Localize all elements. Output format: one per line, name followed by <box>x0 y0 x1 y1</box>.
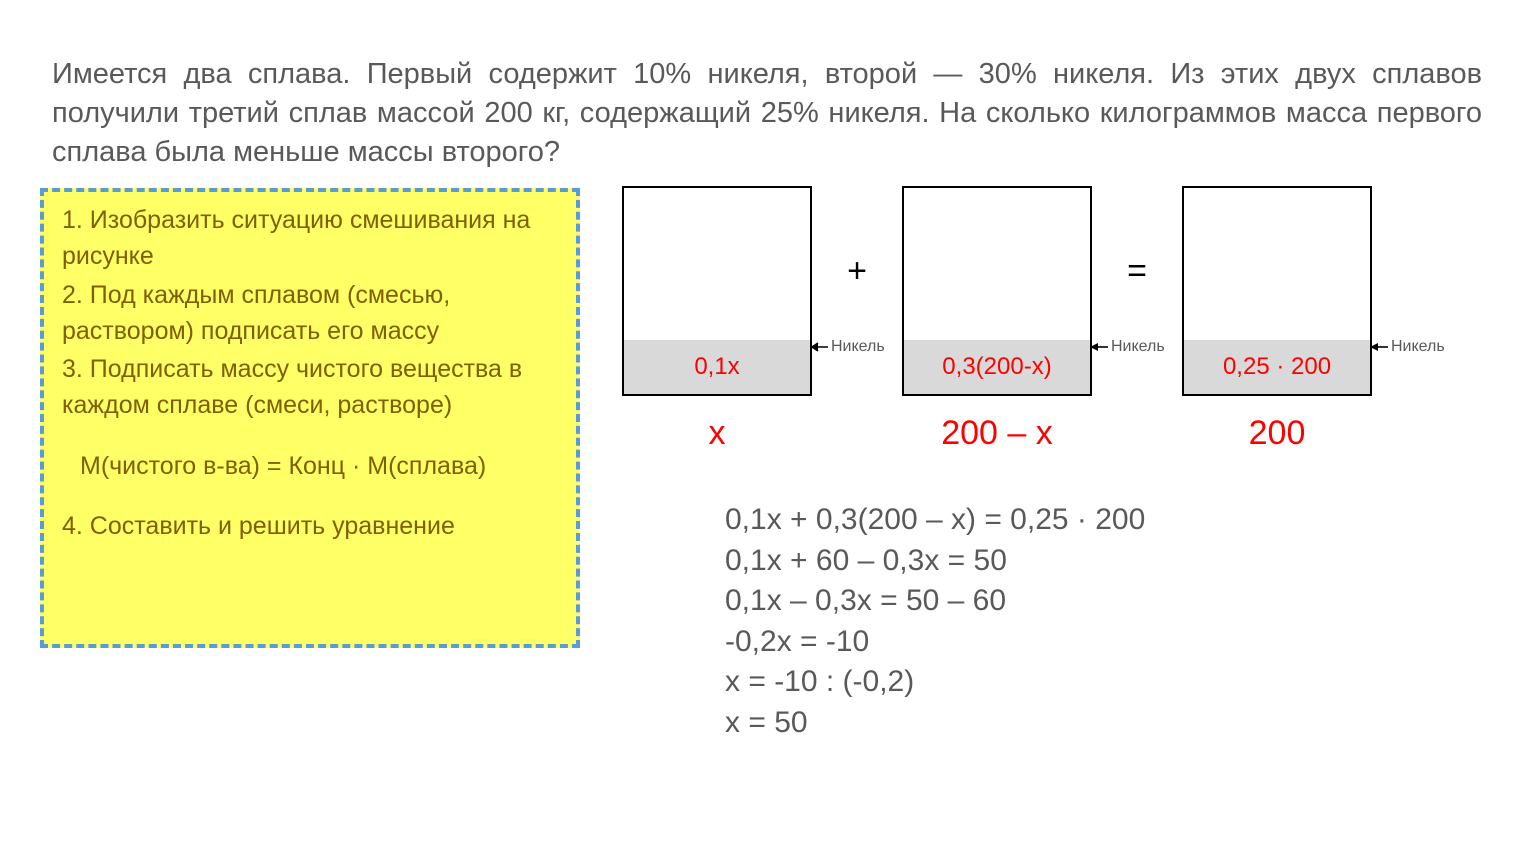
solution-line-2: 0,1x + 60 – 0,3x = 50 <box>725 541 1145 582</box>
plus-sign: + <box>822 252 892 331</box>
step-2: 2. Под каждым сплавом (смесью, раствором… <box>62 277 558 350</box>
equals-sign: = <box>1102 252 1172 331</box>
beaker-1-fill-label: 0,1x <box>624 340 810 394</box>
solution-line-6: x = 50 <box>725 703 1145 744</box>
arrow-left-icon <box>810 341 828 353</box>
nickel-label-3: Никель <box>1370 338 1445 356</box>
solution-line-1: 0,1x + 0,3(200 – x) = 0,25 · 200 <box>725 500 1145 541</box>
beaker-1: 0,1x Никель <box>622 186 812 396</box>
mass-3: 200 <box>1182 414 1372 453</box>
step-3: 3. Подписать массу чистого вещества в ка… <box>62 351 558 424</box>
solution-line-3: 0,1x – 0,3x = 50 – 60 <box>725 581 1145 622</box>
step-1: 1. Изобразить ситуацию смешивания на рис… <box>62 202 558 275</box>
beaker-2-fill-label: 0,3(200-x) <box>904 340 1090 394</box>
solution-line-4: -0,2x = -10 <box>725 622 1145 663</box>
problem-statement: Имеется два сплава. Первый содержит 10% … <box>52 55 1482 172</box>
mass-2: 200 – x <box>902 414 1092 453</box>
arrow-left-icon <box>1370 341 1388 353</box>
mass-1: x <box>622 414 812 453</box>
step-4: 4. Составить и решить уравнение <box>62 508 558 544</box>
nickel-label-2: Никель <box>1090 338 1165 356</box>
beaker-2: 0,3(200-x) Никель <box>902 186 1092 396</box>
equation-solution: 0,1x + 0,3(200 – x) = 0,25 · 200 0,1x + … <box>725 500 1145 743</box>
nickel-label-1: Никель <box>810 338 885 356</box>
solution-line-5: x = -10 : (-0,2) <box>725 662 1145 703</box>
beaker-3: 0,25 · 200 Никель <box>1182 186 1372 396</box>
mixing-diagram: 0,1x Никель + 0,3(200-x) Никель = 0,25 ·… <box>622 186 1502 453</box>
mass-formula: M(чистого в-ва) = Конц · M(сплава) <box>80 448 558 484</box>
arrow-left-icon <box>1090 341 1108 353</box>
mass-labels-row: x 200 – x 200 <box>622 414 1502 453</box>
steps-panel: 1. Изобразить ситуацию смешивания на рис… <box>40 188 580 648</box>
beaker-3-fill-label: 0,25 · 200 <box>1184 340 1370 394</box>
